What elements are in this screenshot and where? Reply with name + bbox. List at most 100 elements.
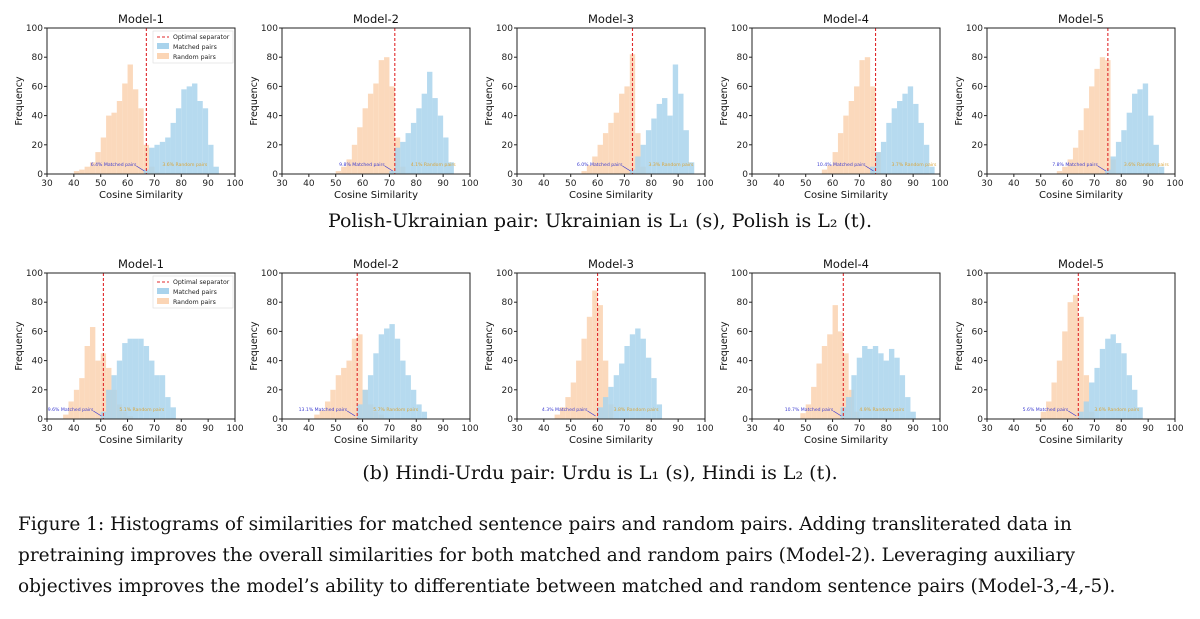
y-tick-label: 80	[737, 53, 749, 63]
x-tick-label: 90	[907, 424, 919, 434]
x-axis-label: Cosine Similarity	[804, 435, 888, 446]
x-tick-label: 30	[746, 424, 758, 434]
matched-bar	[905, 397, 911, 419]
random-bar	[367, 93, 374, 174]
random-bar	[373, 83, 379, 174]
x-tick-label: 40	[68, 179, 80, 189]
legend-random-swatch	[157, 298, 169, 304]
matched-bar	[688, 162, 695, 174]
x-tick-label: 50	[95, 424, 107, 434]
legend-random-label: Random pairs	[173, 54, 216, 61]
random-bar	[816, 363, 822, 419]
random-bar	[1062, 331, 1068, 419]
random-bar	[68, 401, 74, 419]
axes-frame	[516, 27, 706, 175]
y-tick-label: 80	[737, 298, 749, 308]
matched-bar	[1099, 348, 1106, 419]
matched-bar	[619, 363, 625, 419]
x-tick-label: 50	[800, 179, 812, 189]
matched-bar	[170, 122, 176, 174]
x-tick-label: 70	[1089, 179, 1101, 189]
matched-bar	[899, 375, 906, 419]
axes-frame	[46, 272, 236, 420]
x-tick-label: 30	[511, 179, 523, 189]
y-axis-label: Frequency	[249, 76, 260, 125]
panel-title: Model-3	[588, 257, 634, 271]
matched-bar	[880, 141, 887, 174]
random-bar	[138, 108, 144, 174]
y-tick-label: 100	[496, 24, 513, 34]
y-tick-label: 60	[737, 327, 749, 337]
random-bar	[597, 144, 603, 174]
y-tick-label: 0	[742, 170, 748, 180]
y-axis-label: Frequency	[954, 321, 965, 370]
matched-bar	[1137, 407, 1143, 419]
histogram-panel: 30 40 50 60 70 80 90 100 0 20 40 60 80 100 Model-2 Cosi…	[249, 257, 479, 446]
random-bar	[127, 64, 133, 174]
random-bar	[592, 290, 598, 419]
matched-bar	[1105, 169, 1111, 174]
random-bar	[1078, 130, 1084, 174]
random-bar	[843, 353, 849, 419]
annotation-random-percent: 3.8% Random pairs	[614, 407, 660, 413]
y-tick-label: 100	[496, 269, 513, 279]
y-tick-label: 60	[267, 327, 279, 337]
y-tick-label: 60	[737, 82, 749, 92]
panel-title: Model-3	[588, 12, 634, 26]
histogram-panel: 30 40 50 60 70 80 90 100 0 20 40 60 80 100 Model-1 Cosi…	[14, 257, 244, 446]
x-axis-label: Cosine Similarity	[569, 190, 653, 201]
annotation-matched-percent: 13.1% Matched pairs	[299, 407, 348, 413]
random-bar	[346, 159, 352, 174]
random-bar	[870, 86, 876, 174]
x-tick-label: 70	[854, 424, 866, 434]
matched-bar	[851, 375, 857, 419]
random-bar	[854, 86, 860, 174]
matched-bar	[1094, 367, 1100, 419]
matched-bar	[149, 147, 155, 174]
matched-bar	[410, 122, 417, 174]
random-bar	[1067, 302, 1073, 419]
legend-matched-label: Matched pairs	[173, 44, 217, 51]
random-bar	[1105, 60, 1111, 175]
matched-bar	[400, 141, 406, 174]
x-tick-label: 40	[538, 179, 550, 189]
random-bar	[89, 162, 96, 174]
random-bar	[89, 327, 96, 419]
random-bar	[1056, 360, 1063, 419]
y-tick-label: 20	[972, 141, 984, 151]
x-tick-label: 50	[1035, 424, 1047, 434]
annotation-matched-percent: 6.0% Matched pairs	[577, 162, 623, 168]
y-tick-label: 0	[507, 170, 513, 180]
matched-bar	[651, 118, 657, 174]
x-tick-label: 50	[1035, 179, 1047, 189]
random-bar	[1083, 375, 1090, 419]
y-tick-label: 40	[32, 112, 44, 122]
y-tick-label: 60	[32, 82, 44, 92]
x-tick-label: 60	[1062, 179, 1074, 189]
legend: Optimal separator Matched pairs Random pai…	[152, 30, 234, 64]
x-tick-label: 90	[437, 424, 449, 434]
matched-bar	[394, 147, 401, 174]
matched-bar	[886, 122, 892, 174]
y-tick-label: 0	[272, 415, 278, 425]
legend-separator-label: Optimal separator	[173, 34, 230, 41]
matched-bar	[373, 353, 379, 419]
y-tick-label: 80	[502, 53, 514, 63]
random-bar	[800, 413, 806, 419]
figure-caption-line-3: objectives improves the model’s ability …	[18, 576, 1116, 597]
random-bar	[116, 101, 123, 174]
x-tick-label: 100	[1166, 179, 1183, 189]
x-tick-label: 90	[672, 179, 684, 189]
random-bar	[602, 133, 609, 174]
random-bar	[357, 334, 363, 419]
matched-bar	[405, 375, 411, 419]
x-tick-label: 70	[854, 179, 866, 189]
figure-caption-line-2: pretraining improves the overall similar…	[18, 545, 1076, 566]
annotation-arrow	[1097, 165, 1107, 172]
histogram-panel: 30 40 50 60 70 80 90 100 0 20 40 60 80 100 Model-1 Cosi…	[14, 12, 244, 201]
x-tick-label: 80	[411, 179, 423, 189]
random-bar	[837, 331, 844, 419]
random-bar	[389, 86, 395, 174]
x-axis-label: Cosine Similarity	[99, 190, 183, 201]
x-tick-label: 70	[619, 424, 631, 434]
